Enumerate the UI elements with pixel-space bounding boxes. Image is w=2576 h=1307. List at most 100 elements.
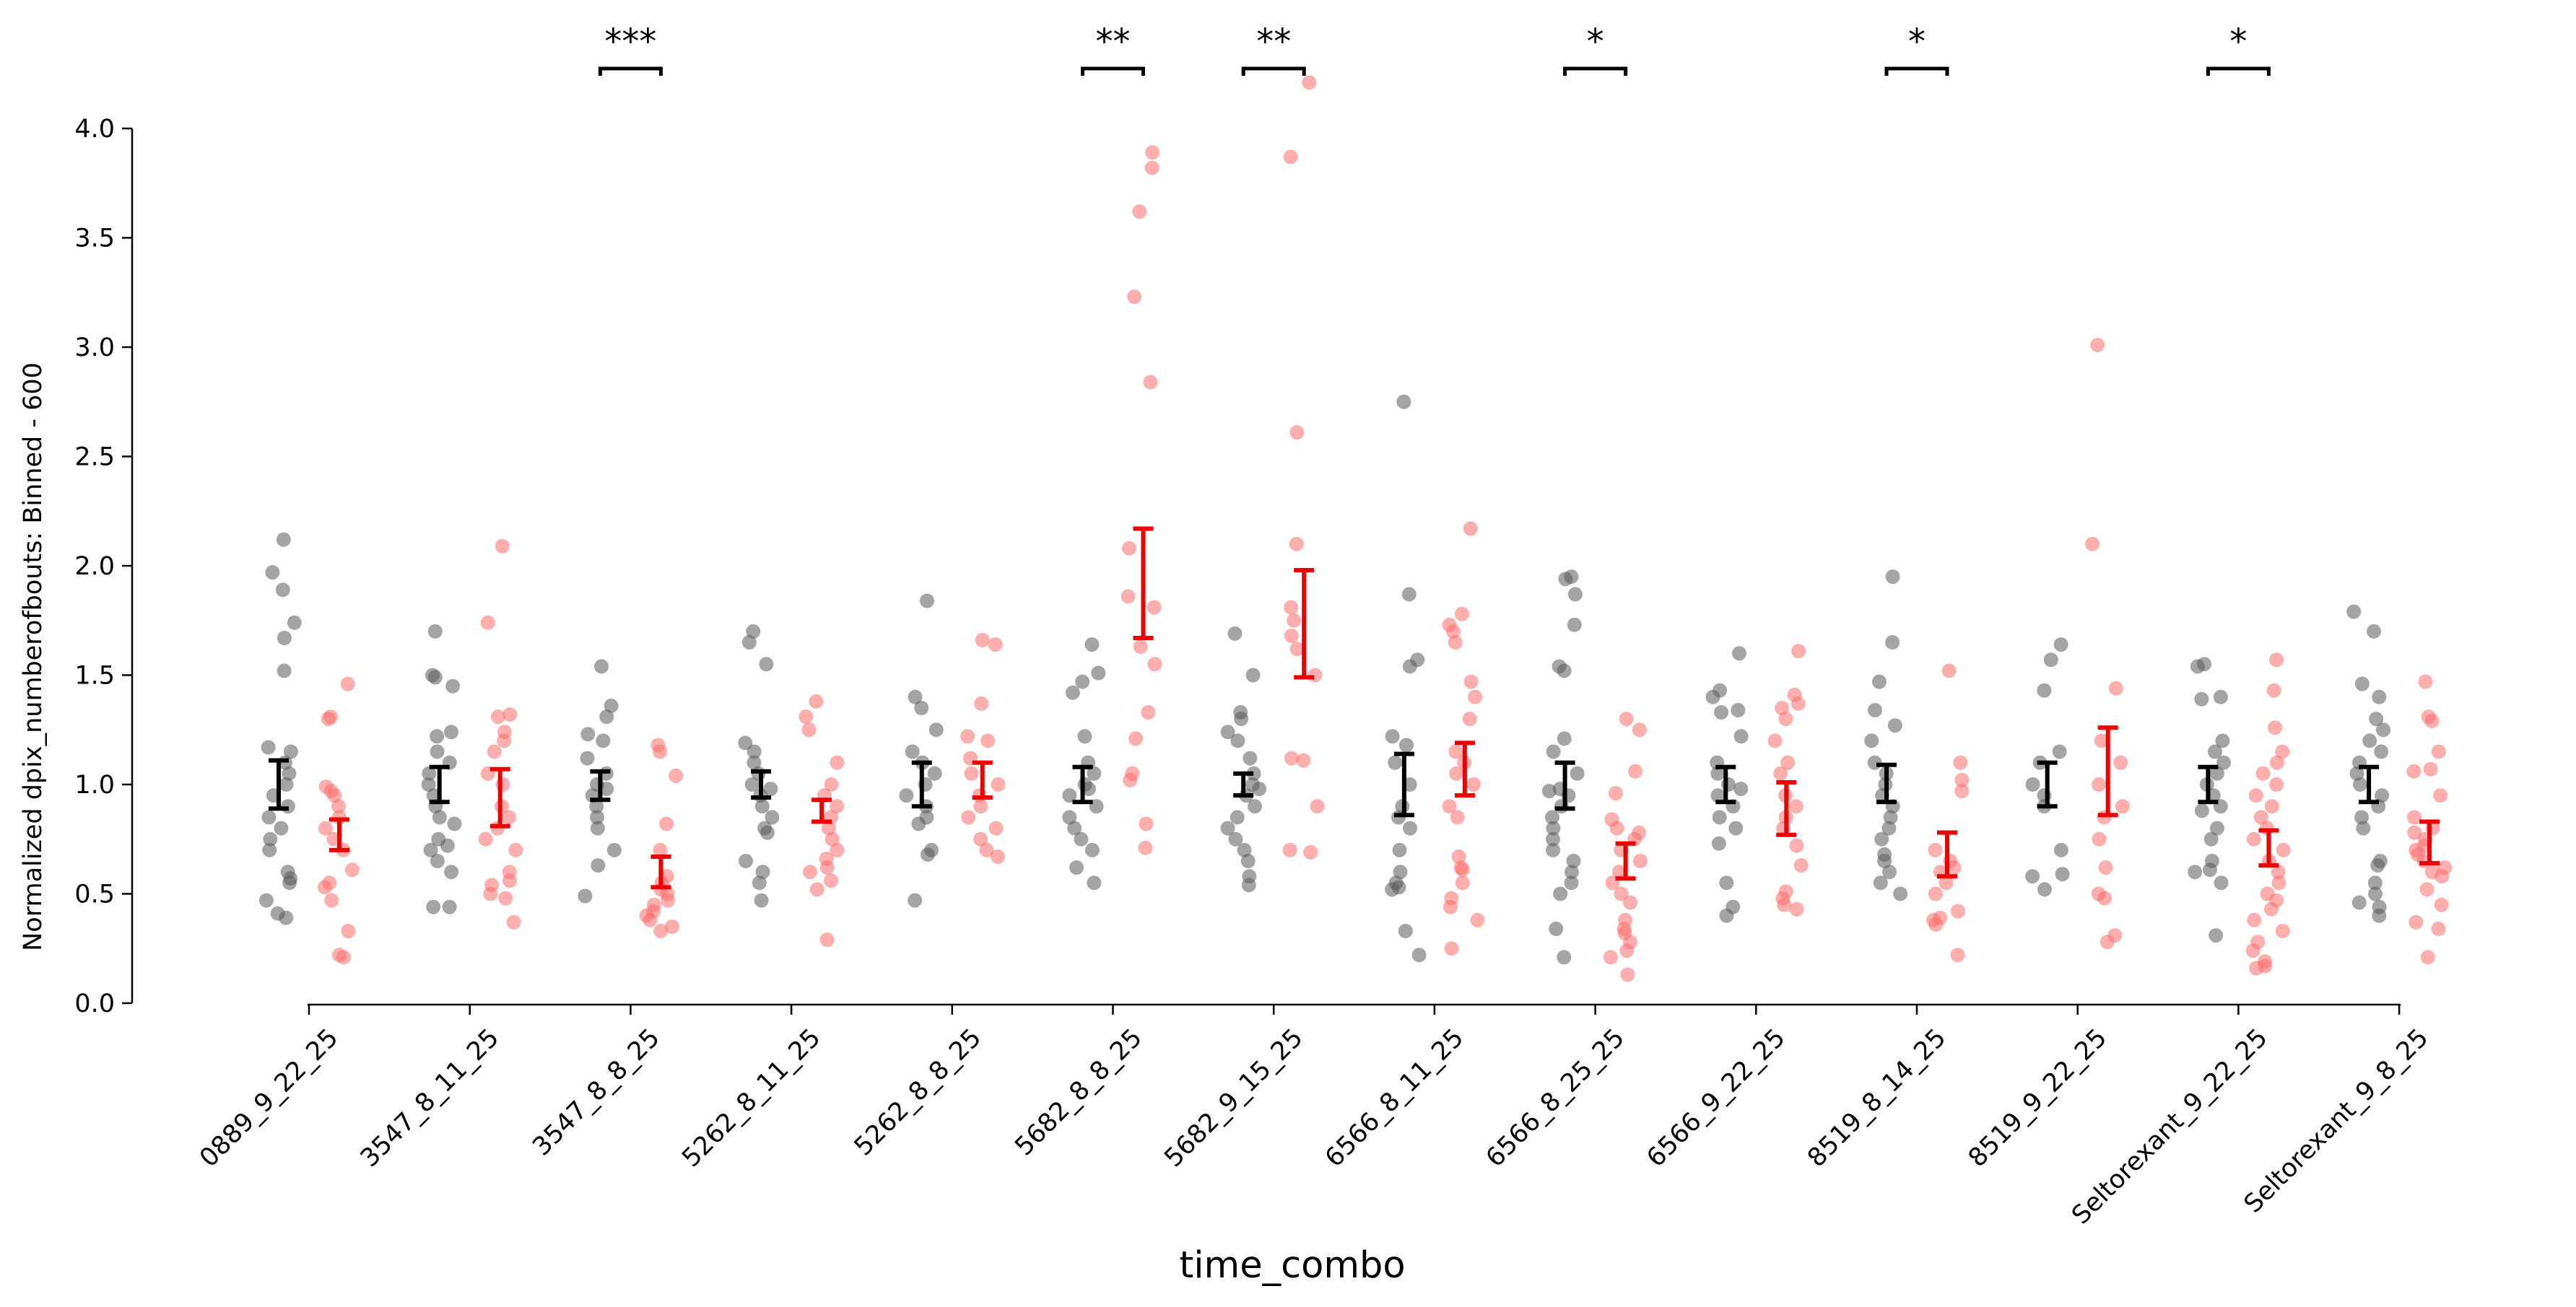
data-point	[508, 842, 523, 857]
data-point	[1950, 948, 1965, 963]
data-point	[2356, 821, 2371, 836]
data-point	[1608, 786, 1623, 801]
data-point	[1062, 810, 1077, 825]
data-point	[653, 842, 668, 857]
data-point	[1141, 705, 1156, 720]
data-point	[498, 891, 513, 906]
data-point	[1778, 712, 1793, 727]
data-point	[1455, 875, 1470, 891]
data-point	[1789, 901, 1804, 917]
data-point	[1546, 831, 1560, 847]
data-point	[2052, 744, 2067, 759]
data-point	[1733, 729, 1749, 744]
data-point	[1220, 821, 1235, 836]
data-point	[2434, 897, 2449, 912]
data-point	[483, 886, 498, 901]
data-point	[1289, 536, 1304, 551]
data-point	[821, 821, 836, 836]
data-point	[1711, 836, 1726, 851]
data-point	[1147, 657, 1162, 672]
data-point	[283, 744, 298, 759]
data-point	[1780, 755, 1796, 770]
data-point	[580, 727, 596, 742]
data-point	[1564, 875, 1579, 891]
data-point	[1121, 589, 1136, 604]
data-point	[1623, 895, 1638, 910]
data-point	[421, 777, 436, 792]
data-point	[1402, 659, 1417, 674]
data-point	[1719, 875, 1734, 891]
data-point	[280, 799, 295, 814]
data-point	[1082, 782, 1096, 797]
error-bars	[269, 526, 2440, 890]
data-point	[422, 766, 437, 781]
data-point	[905, 744, 920, 759]
data-point	[1868, 703, 1882, 717]
data-point	[2370, 858, 2385, 873]
data-point	[1928, 917, 1944, 932]
data-point	[1953, 755, 1968, 770]
data-point	[746, 624, 761, 639]
data-point	[261, 810, 277, 825]
data-point	[599, 709, 614, 725]
data-point	[2353, 777, 2367, 792]
data-point	[265, 565, 280, 580]
data-point	[1558, 572, 1573, 587]
data-point	[2424, 714, 2440, 729]
significance-label: **	[1256, 22, 1291, 62]
data-point	[747, 744, 762, 759]
data-point	[1609, 821, 1624, 836]
data-point	[2245, 943, 2260, 958]
data-point	[2214, 875, 2229, 891]
data-point	[2209, 821, 2224, 836]
data-point	[590, 821, 605, 836]
data-point	[2188, 865, 2203, 880]
data-point	[430, 729, 445, 744]
data-point	[2248, 788, 2263, 803]
data-point	[1788, 799, 1803, 814]
data-point	[495, 777, 510, 792]
data-point	[444, 865, 459, 880]
data-point	[331, 799, 346, 814]
data-point	[1087, 875, 1102, 891]
data-point	[1789, 838, 1804, 853]
data-point	[2376, 722, 2390, 738]
data-point	[282, 766, 297, 781]
data-point	[760, 825, 775, 840]
data-point	[1941, 663, 1957, 678]
data-point	[2264, 901, 2279, 917]
data-point	[1887, 718, 1902, 733]
data-point	[1463, 521, 1478, 536]
data-point	[1227, 626, 1243, 641]
data-point	[1230, 810, 1245, 825]
x-tick-label: 3547_8_8_25	[527, 1023, 665, 1161]
data-point	[1393, 865, 1408, 880]
data-point	[1302, 75, 1317, 90]
data-point	[1128, 731, 1144, 746]
data-point	[1087, 766, 1102, 781]
data-point	[824, 777, 839, 792]
data-point	[1928, 886, 1943, 901]
data-point	[2406, 764, 2421, 779]
data-point	[1074, 831, 1089, 847]
x-tick-label: 8519_8_14_25	[1802, 1023, 1951, 1173]
data-point	[763, 782, 778, 797]
data-point	[1712, 810, 1727, 825]
significance-bracket	[1081, 66, 1145, 76]
data-point	[444, 725, 458, 740]
data-point	[928, 722, 944, 738]
data-point	[2269, 755, 2284, 770]
data-point	[1133, 639, 1148, 655]
data-point	[1619, 712, 1634, 727]
data-point	[1062, 788, 1077, 803]
data-point	[1773, 766, 1788, 781]
data-point	[432, 810, 447, 825]
data-point	[1954, 784, 1970, 799]
data-point	[2203, 831, 2219, 847]
data-point	[1864, 733, 1879, 748]
data-point	[2203, 862, 2217, 878]
data-point	[262, 842, 277, 857]
data-point	[1614, 886, 1629, 901]
data-point	[1246, 766, 1261, 781]
data-point	[2349, 766, 2364, 781]
